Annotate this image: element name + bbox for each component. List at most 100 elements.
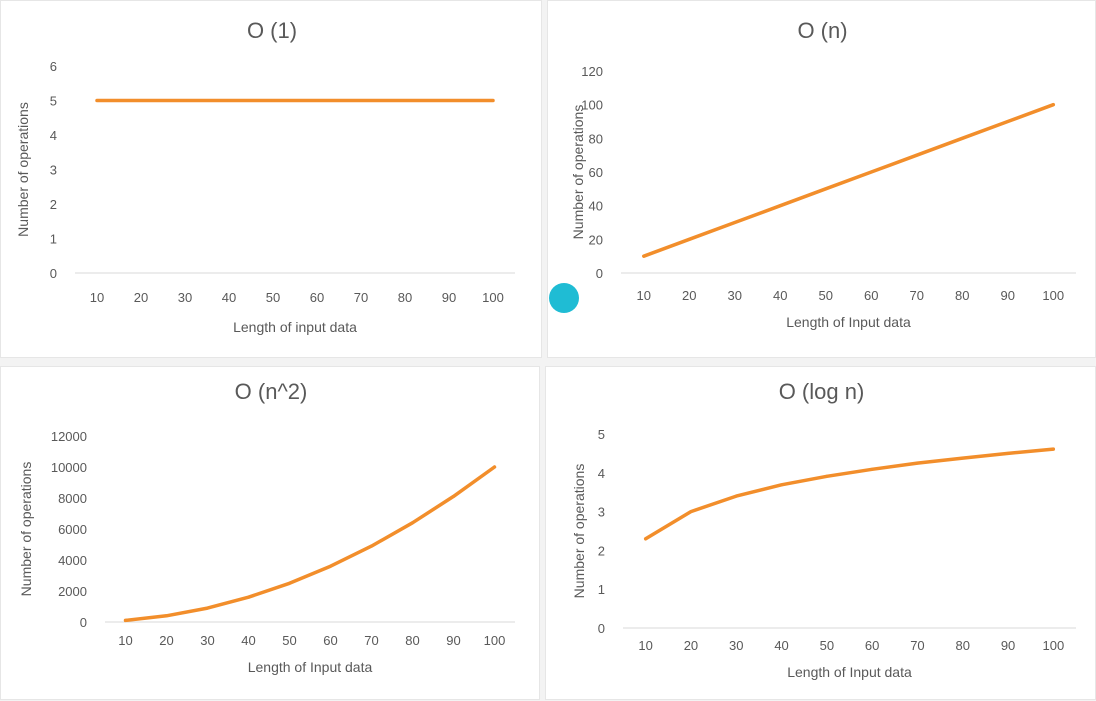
data-point xyxy=(870,467,874,471)
y-tick-label: 20 xyxy=(589,232,603,247)
chart-svg: O (n) 0 20 40 60 80 100 120 10 20 30 40 50 60 70 80 90 10… xyxy=(570,18,1076,330)
x-tick-label: 90 xyxy=(1001,638,1015,653)
chart-title: O (1) xyxy=(247,18,297,43)
y-tick-label: 2000 xyxy=(58,584,87,599)
x-tick-label: 100 xyxy=(484,633,506,648)
x-axis-label: Length of Input data xyxy=(248,659,373,675)
y-tick-label: 3 xyxy=(598,505,605,520)
data-point xyxy=(915,153,919,157)
series-line xyxy=(643,447,1056,541)
data-point xyxy=(689,510,693,514)
data-point xyxy=(288,581,291,585)
data-point xyxy=(780,483,784,487)
x-tick-label: 60 xyxy=(865,638,879,653)
x-tick-label: 50 xyxy=(266,290,280,305)
x-tick-label: 40 xyxy=(241,633,255,648)
chart-panel-ologn: O (log n) 0 1 2 3 4 5 10 20 30 40 50 60 70 80 90 100 Leng… xyxy=(545,366,1096,700)
y-tick-label: 4 xyxy=(50,128,57,143)
y-tick-label: 8000 xyxy=(58,491,87,506)
x-tick-label: 70 xyxy=(910,638,924,653)
x-tick-label: 60 xyxy=(323,633,337,648)
data-point xyxy=(359,99,363,102)
x-tick-label: 80 xyxy=(398,290,412,305)
x-tick-label: 60 xyxy=(310,290,324,305)
x-axis-label: Length of Input data xyxy=(787,664,912,680)
x-tick-label: 10 xyxy=(118,633,132,648)
x-tick-label: 30 xyxy=(178,290,192,305)
x-tick-label: 80 xyxy=(955,288,969,303)
data-point xyxy=(778,204,782,208)
x-tick-label: 20 xyxy=(684,638,698,653)
data-point xyxy=(493,465,496,469)
data-point xyxy=(329,564,332,568)
chart-title: O (log n) xyxy=(779,379,865,404)
x-tick-label: 80 xyxy=(405,633,419,648)
data-point xyxy=(1051,447,1055,451)
y-axis-label: Number of operations xyxy=(15,102,31,237)
x-tick-label: 20 xyxy=(134,290,148,305)
x-tick-label: 40 xyxy=(774,638,788,653)
x-tick-label: 30 xyxy=(729,638,743,653)
x-axis-label: Length of input data xyxy=(233,319,357,335)
y-tick-label: 10000 xyxy=(51,460,87,475)
x-tick-label: 70 xyxy=(364,633,378,648)
y-tick-label: 12000 xyxy=(51,429,87,444)
data-point xyxy=(411,521,414,525)
y-axis-label: Number of operations xyxy=(570,105,586,240)
data-point xyxy=(1006,451,1010,455)
data-point xyxy=(452,494,455,498)
chart-svg: O (n^2) 0 2000 4000 6000 8000 10000 12000 10 20 30… xyxy=(18,379,515,675)
x-tick-label: 70 xyxy=(910,288,924,303)
data-point xyxy=(227,99,231,102)
y-tick-label: 5 xyxy=(598,427,605,442)
x-tick-label: 40 xyxy=(773,288,787,303)
data-point xyxy=(95,99,99,102)
data-point xyxy=(824,187,828,191)
chart-panel-on: O (n) 0 20 40 60 80 100 120 10 20 30 40 50 60 70 80 90 10… xyxy=(547,0,1096,358)
data-point xyxy=(915,461,919,465)
chart-panel-on2: O (n^2) 0 2000 4000 6000 8000 10000 12000 10 20 30… xyxy=(0,366,540,700)
data-point xyxy=(687,237,691,241)
y-tick-label: 1 xyxy=(598,582,605,597)
x-tick-label: 30 xyxy=(728,288,742,303)
x-tick-label: 50 xyxy=(282,633,296,648)
x-tick-label: 100 xyxy=(1042,638,1064,653)
y-tick-label: 1 xyxy=(50,232,57,247)
y-tick-label: 6 xyxy=(50,59,57,74)
y-tick-label: 0 xyxy=(596,266,603,281)
x-axis-label: Length of Input data xyxy=(786,314,911,330)
data-point xyxy=(644,537,648,541)
data-point xyxy=(960,136,964,140)
chart-svg: O (log n) 0 1 2 3 4 5 10 20 30 40 50 60 70 80 90 100 Leng… xyxy=(571,379,1076,680)
chart-svg: O (1) 0 1 2 3 4 5 6 10 20 30 40 50 60 70 80 90 100 Length … xyxy=(15,18,515,335)
y-axis-label: Number of operations xyxy=(18,462,34,597)
data-point xyxy=(1051,103,1055,107)
data-point xyxy=(124,618,127,622)
x-tick-label: 10 xyxy=(638,638,652,653)
x-tick-label: 50 xyxy=(819,288,833,303)
chart-title: O (n) xyxy=(797,18,847,43)
data-point xyxy=(271,99,275,102)
data-point xyxy=(165,614,168,618)
data-point xyxy=(491,99,495,102)
y-tick-label: 80 xyxy=(589,131,603,146)
y-tick-label: 100 xyxy=(581,98,603,113)
x-tick-label: 100 xyxy=(1042,288,1064,303)
y-tick-label: 2 xyxy=(50,197,57,212)
y-tick-label: 0 xyxy=(50,266,57,281)
cursor-indicator xyxy=(549,283,579,313)
x-tick-label: 50 xyxy=(820,638,834,653)
series-line xyxy=(642,102,1056,258)
data-point xyxy=(961,456,965,460)
x-tick-label: 30 xyxy=(200,633,214,648)
x-tick-label: 100 xyxy=(482,290,504,305)
data-point xyxy=(869,170,873,174)
data-point xyxy=(642,254,646,258)
x-tick-label: 10 xyxy=(90,290,104,305)
y-tick-label: 2 xyxy=(598,543,605,558)
y-tick-label: 40 xyxy=(589,199,603,214)
x-tick-label: 80 xyxy=(956,638,970,653)
data-point xyxy=(1006,120,1010,123)
x-tick-label: 40 xyxy=(222,290,236,305)
data-point xyxy=(183,99,187,102)
